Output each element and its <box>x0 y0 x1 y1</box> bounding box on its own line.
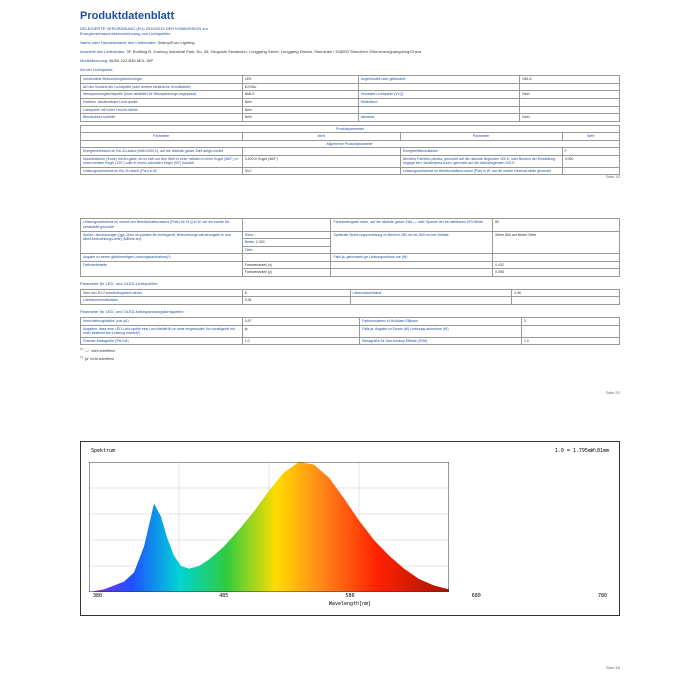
page-2: Leistungsaufnahme im vernet-zen Bereitsc… <box>0 205 700 401</box>
spectrum-ref-cell: Siehe Bild auf letzter Seite <box>493 231 620 254</box>
supplier-row: Name oder Handelsmarke des Lieferanten: … <box>80 40 620 45</box>
address-value: 3F, Building B, Zunlong Industrial Park,… <box>126 49 420 54</box>
xtick-4: 780 <box>598 593 607 599</box>
table-lightsource-type: Verwendete Beleuchtungstechnologie:LEDUn… <box>80 75 620 121</box>
footnote-1: (*) "—" nicht zutreffend <box>80 347 620 353</box>
page-3: Spektrum 1.0 = 1.795mW\81mm 380 485 580 … <box>0 421 700 676</box>
chart-title-right: 1.0 = 1.795mW\81mm <box>555 448 609 454</box>
address-label: Anschrift des Lieferanten: <box>80 49 125 54</box>
table-led-params: Wert des R9-Farbwiedergabein-dexes8Leben… <box>80 289 620 305</box>
x-axis-label: Wavelength[nm] <box>89 601 611 607</box>
doc-title: Produktdatenblatt <box>80 10 620 22</box>
page-number-3: Seite 3/3 <box>606 666 620 670</box>
xtick-0: 380 <box>93 593 102 599</box>
led-params-label: Parameter für LED- und OLED-Lichtquellen… <box>80 281 620 286</box>
supplier-value: Silamp/Euro Lighting <box>158 40 195 45</box>
model-row: Modellkennung: BLB0-222-B36-MCL-WP <box>80 58 620 63</box>
page-number-2: Seite 2/3 <box>606 391 620 395</box>
subtitle-2: Energieverbrauchskennzeichnung von Licht… <box>80 31 620 36</box>
spectrum-svg <box>89 462 449 592</box>
table-product-params: Produktparameter ParameterWertParameterW… <box>80 125 620 176</box>
spectrum-chart: Spektrum 1.0 = 1.795mW\81mm 380 485 580 … <box>80 441 620 616</box>
xtick-3: 680 <box>472 593 481 599</box>
xtick-2: 580 <box>345 593 354 599</box>
supplier-label: Name oder Handelsmarke des Lieferanten: <box>80 40 157 45</box>
art-label: Art der Lichtquelle: <box>80 67 620 72</box>
table-params-cont: Leistungsaufnahme im vernet-zen Bereitsc… <box>80 218 620 276</box>
chart-title-left: Spektrum <box>91 448 115 454</box>
led-mains-label: Parameter für LED- und OLED-Netzspannung… <box>80 309 620 314</box>
xtick-1: 485 <box>219 593 228 599</box>
table-led-mains-params: Verschiebungsfaktor (cos φ1)0,97Farbkons… <box>80 317 620 345</box>
address-row: Anschrift des Lieferanten: 3F, Building … <box>80 49 620 54</box>
page-1: Produktdatenblatt DELEGIERTE VERORDNUNG … <box>0 0 700 185</box>
model-value: BLB0-222-B36-MCL-WP <box>109 58 153 63</box>
model-label: Modellkennung: <box>80 58 108 63</box>
page-number-1: Seite 1/3 <box>606 175 620 179</box>
